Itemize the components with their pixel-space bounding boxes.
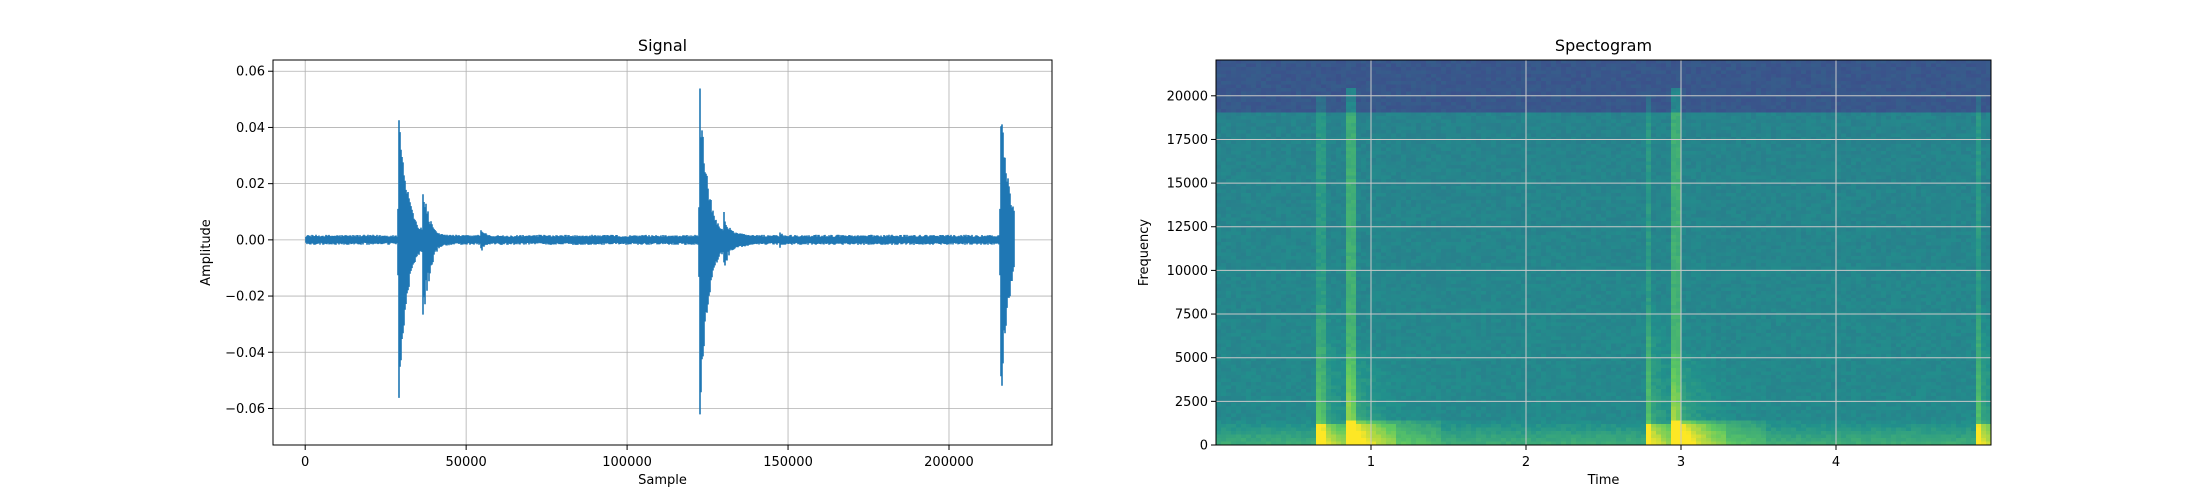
signal-series [305, 88, 1015, 415]
spectrogram-axes: 1 2 3 4 0 2500 5000 7500 10000 12500 15000 17500 200… [1137, 36, 1992, 488]
spectrogram-x-tick-label: 4 [1832, 455, 1840, 470]
signal-x-tick-label: 200000 [924, 455, 974, 470]
signal-y-axis-label: Amplitude [199, 219, 214, 286]
signal-x-tick-label: 50000 [445, 455, 486, 470]
spectrogram-y-axis-label: Frequency [1137, 219, 1152, 286]
signal-x-tick-label: 0 [301, 455, 309, 470]
signal-waveform [305, 88, 1015, 415]
spectrogram-heatmap [1216, 60, 1991, 445]
signal-y-tick-label: 0.02 [236, 177, 265, 192]
signal-title: Signal [638, 36, 687, 55]
spectrogram-x-axis-label: Time [1587, 473, 1620, 488]
signal-y-tick-label: 0.06 [236, 65, 265, 80]
spectrogram-x-tick-label: 2 [1522, 455, 1530, 470]
signal-y-tick-label: 0.00 [236, 233, 265, 248]
signal-grid [273, 60, 1052, 445]
spectrogram-y-tick-label: 17500 [1167, 133, 1208, 148]
signal-y-tick-label: −0.06 [225, 402, 265, 417]
spectrogram-y-tick-label: 2500 [1175, 395, 1208, 410]
spectrogram-y-tick-label: 10000 [1167, 264, 1208, 279]
signal-x-tick-label: 100000 [602, 455, 652, 470]
spectrogram-axes-frame [1215, 59, 1992, 446]
signal-x-tick-label: 150000 [763, 455, 813, 470]
signal-axes-frame [272, 59, 1053, 446]
spectrogram-x-tick-label: 1 [1367, 455, 1375, 470]
spectrogram-y-tick-label: 12500 [1167, 220, 1208, 235]
signal-x-axis-label: Sample [638, 473, 687, 488]
signal-y-tick-label: −0.04 [225, 346, 265, 361]
spectrogram-y-tick-label: 0 [1200, 439, 1208, 454]
signal-y-tick-label: −0.02 [225, 290, 265, 305]
spectrogram-y-tick-label: 5000 [1175, 351, 1208, 366]
signal-axes: 0 50000 100000 150000 200000 −0.06 −0.04 −0.02 0… [199, 36, 1053, 488]
spectrogram-y-tick-label: 7500 [1175, 308, 1208, 323]
spectrogram-x-tick-label: 3 [1677, 455, 1685, 470]
spectrogram-y-tick-label: 15000 [1167, 177, 1208, 192]
spectrogram-title: Spectogram [1555, 36, 1652, 55]
signal-y-tick-label: 0.04 [236, 121, 265, 136]
signal-ticks: 0 50000 100000 150000 200000 −0.06 −0.04 −0.02 0… [225, 65, 974, 470]
spectrogram-ticks: 1 2 3 4 0 2500 5000 7500 10000 12500 15000 17500 200… [1167, 89, 1841, 470]
spectrogram-y-tick-label: 20000 [1167, 89, 1208, 104]
